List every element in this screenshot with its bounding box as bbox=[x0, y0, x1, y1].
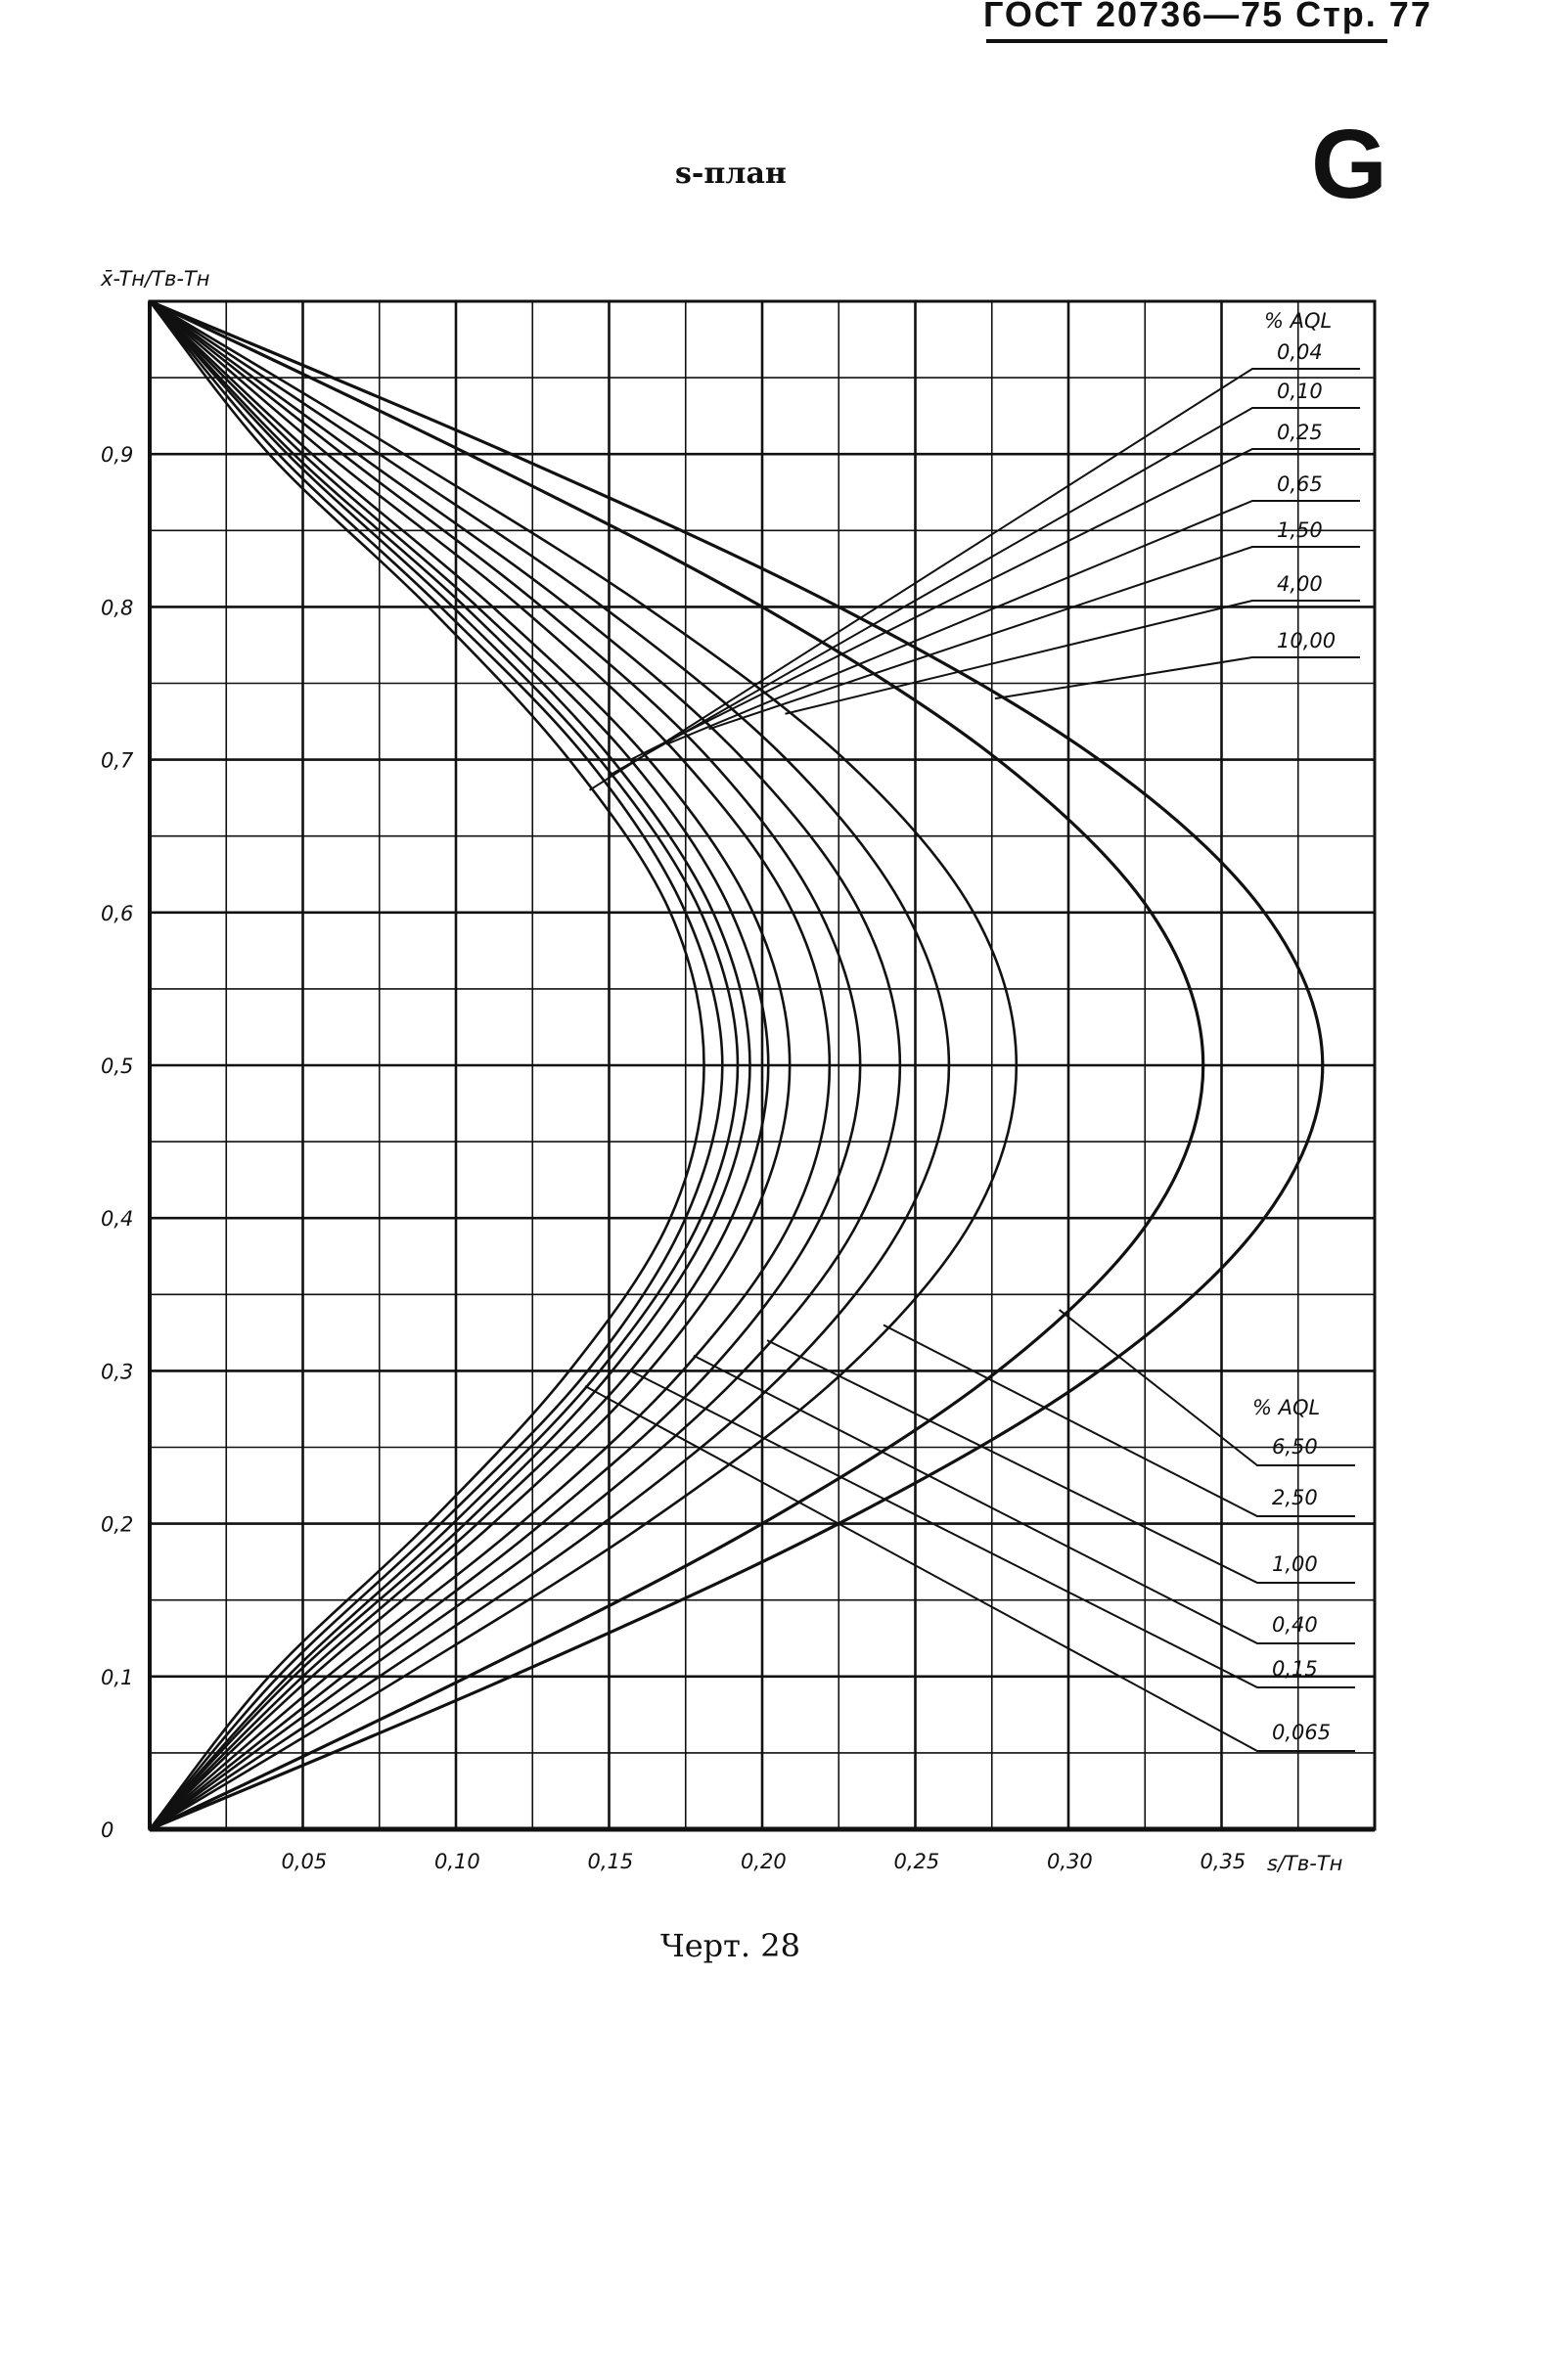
header-rule bbox=[986, 39, 1387, 43]
x-tick-label: 0,30 bbox=[1047, 1850, 1093, 1873]
lower-legend-label: 0,065 bbox=[1272, 1721, 1331, 1744]
leader-lines bbox=[584, 368, 1360, 1752]
y-axis-label: x̄-Tн/Tв-Tн bbox=[100, 267, 209, 291]
aql-curve bbox=[149, 300, 832, 1830]
lower-legend-label: 0,40 bbox=[1272, 1613, 1318, 1637]
upper-leader-line bbox=[629, 448, 1360, 761]
lower-legend-label: 2,50 bbox=[1272, 1486, 1318, 1509]
upper-legend-label: 0,04 bbox=[1277, 340, 1323, 364]
upper-legend-label: 0,65 bbox=[1277, 472, 1323, 496]
lower-leader-line bbox=[584, 1385, 1355, 1752]
aql-curve bbox=[149, 300, 740, 1830]
grid bbox=[148, 299, 1377, 1832]
upper-leader-line bbox=[665, 500, 1360, 745]
x-tick-label: 0,05 bbox=[282, 1850, 328, 1873]
upper-leader-line bbox=[785, 600, 1360, 715]
y-tick-label: 0,9 bbox=[101, 443, 133, 467]
y-tick-label: 0,1 bbox=[101, 1666, 133, 1689]
x-tick-label: 0,15 bbox=[588, 1850, 634, 1873]
aql-curve bbox=[149, 300, 724, 1830]
x-axis-label: s/Tв-Tн bbox=[1267, 1852, 1342, 1875]
aql-curve bbox=[149, 300, 792, 1830]
aql-curve bbox=[148, 300, 705, 1830]
upper-leader-line bbox=[609, 407, 1360, 777]
lower-leader-line bbox=[766, 1339, 1355, 1584]
lower-leader-line bbox=[693, 1354, 1355, 1644]
y-tick-label: 0,8 bbox=[101, 596, 133, 619]
upper-leader-line bbox=[708, 546, 1360, 731]
y-tick-label: 0,2 bbox=[101, 1513, 133, 1537]
upper-leader-line bbox=[588, 368, 1360, 791]
aql-curve bbox=[149, 299, 1019, 1831]
upper-legend-label: 4,00 bbox=[1277, 572, 1323, 596]
lower-leader-line bbox=[883, 1324, 1355, 1517]
y-tick-label: 0,5 bbox=[101, 1055, 133, 1078]
upper-legend-label: 1,50 bbox=[1277, 518, 1323, 542]
aql-curve bbox=[149, 299, 902, 1831]
y-tick-label: 0,3 bbox=[101, 1360, 133, 1383]
lower-legend-label: 1,00 bbox=[1272, 1552, 1318, 1576]
upper-leader-line bbox=[994, 656, 1360, 700]
y-tick-label: 0 bbox=[101, 1819, 113, 1842]
labels: 0,05 0,10 0,15 0,20 0,25 0,30 0,35 0 0,1 0,2 0,3 0,… bbox=[100, 267, 1342, 1875]
lower-leader-line bbox=[629, 1370, 1355, 1688]
section-letter-logo: G bbox=[1311, 110, 1387, 219]
lower-legend-title: % AQL bbox=[1252, 1396, 1320, 1419]
aql-curve bbox=[149, 300, 751, 1830]
aql-curve bbox=[149, 299, 862, 1831]
x-tick-label: 0,20 bbox=[741, 1850, 787, 1873]
curves bbox=[148, 299, 1325, 1831]
upper-legend-label: 0,25 bbox=[1277, 421, 1323, 444]
aql-curve bbox=[149, 299, 1205, 1831]
lower-leader-line bbox=[1058, 1309, 1355, 1466]
page-header: ГОСТ 20736—75 Стр. 77 bbox=[983, 0, 1432, 34]
lower-legend-label: 0,15 bbox=[1272, 1657, 1318, 1681]
y-tick-label: 0,4 bbox=[101, 1207, 133, 1231]
y-tick-label: 0,7 bbox=[101, 749, 134, 773]
lower-legend-label: 6,50 bbox=[1272, 1435, 1318, 1459]
y-tick-label: 0,6 bbox=[101, 902, 133, 925]
aql-curve bbox=[149, 299, 1325, 1831]
x-tick-label: 0,25 bbox=[894, 1850, 940, 1873]
figure-caption: Черт. 28 bbox=[660, 1927, 800, 1964]
aql-curve bbox=[149, 300, 770, 1830]
x-tick-label: 0,35 bbox=[1201, 1850, 1246, 1873]
upper-legend-title: % AQL bbox=[1264, 309, 1332, 333]
chart-title: s-план bbox=[675, 157, 787, 191]
aql-curve bbox=[149, 299, 951, 1831]
upper-legend-label: 10,00 bbox=[1277, 629, 1336, 652]
upper-legend-label: 0,10 bbox=[1277, 380, 1323, 403]
x-tick-label: 0,10 bbox=[434, 1850, 480, 1873]
